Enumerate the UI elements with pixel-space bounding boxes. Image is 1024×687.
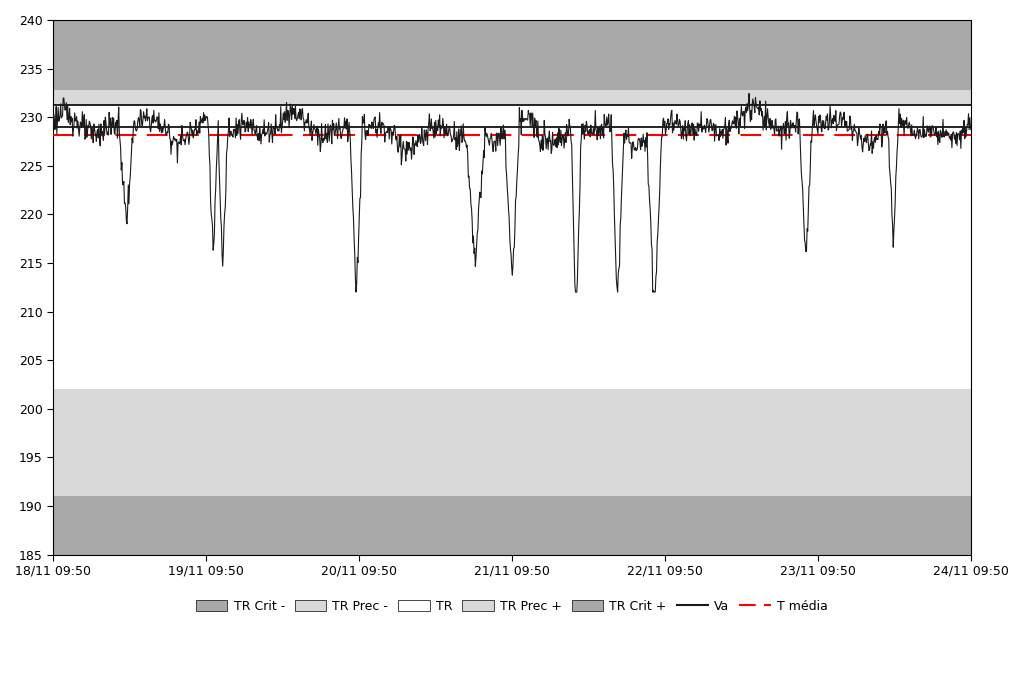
Bar [53, 104, 971, 127]
Bar [53, 390, 971, 496]
Legend: TR Crit -, TR Prec -, TR, TR Prec +, TR Crit +, Va, T média: TR Crit -, TR Prec -, TR, TR Prec +, TR … [191, 595, 833, 618]
Bar [53, 496, 971, 554]
Bar [53, 90, 971, 104]
Bar [53, 20, 971, 90]
